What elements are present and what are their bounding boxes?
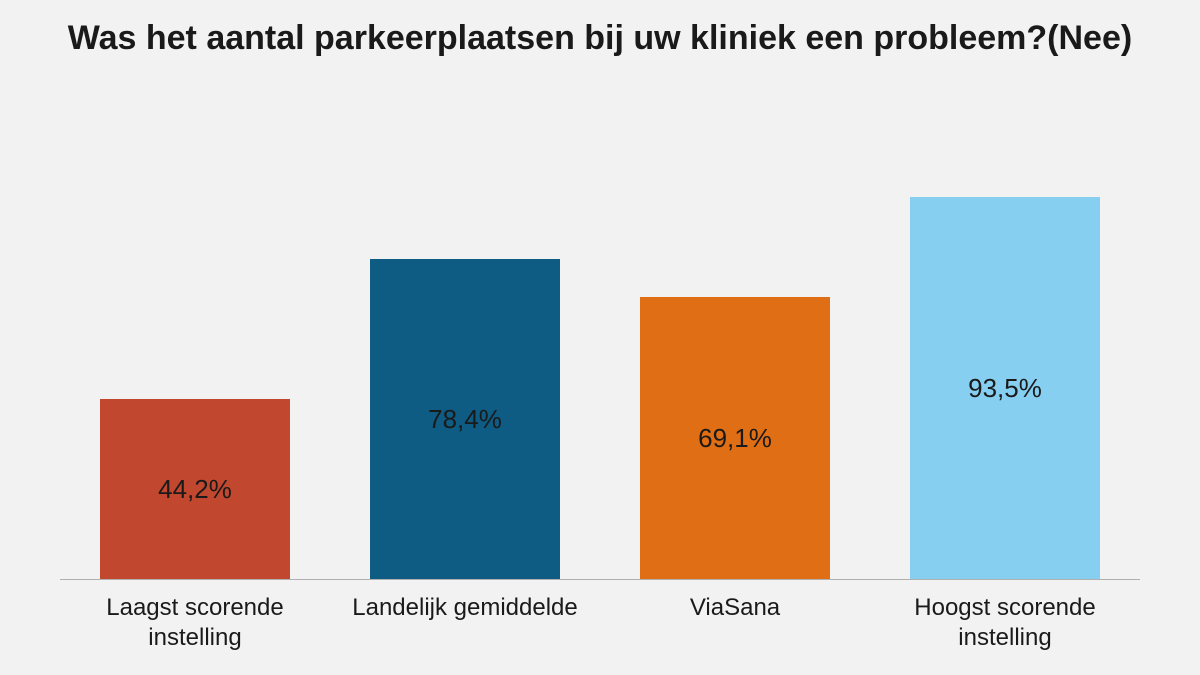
chart-title: Was het aantal parkeerplaatsen bij uw kl… [0,0,1200,59]
bar-viasana: 69,1% [640,297,830,580]
x-axis-baseline [60,579,1140,580]
bar-slot: 69,1% [600,170,870,580]
x-axis-labels: Laagst scorende instelling Landelijk gem… [60,585,1140,675]
bar-value-label: 44,2% [158,474,232,505]
bar-slot: 78,4% [330,170,600,580]
bar-laagst: 44,2% [100,399,290,580]
x-axis-label: ViaSana [600,585,870,675]
bars-container: 44,2% 78,4% 69,1% 93,5% [60,170,1140,580]
bar-landelijk: 78,4% [370,259,560,580]
x-axis-label: Laagst scorende instelling [60,585,330,675]
bar-value-label: 78,4% [428,404,502,435]
bar-value-label: 69,1% [698,423,772,454]
bar-slot: 44,2% [60,170,330,580]
bar-hoogst: 93,5% [910,197,1100,580]
x-axis-label: Hoogst scorende instelling [870,585,1140,675]
chart-plot-area: 44,2% 78,4% 69,1% 93,5% [60,170,1140,580]
bar-value-label: 93,5% [968,373,1042,404]
bar-slot: 93,5% [870,170,1140,580]
x-axis-label: Landelijk gemiddelde [330,585,600,675]
